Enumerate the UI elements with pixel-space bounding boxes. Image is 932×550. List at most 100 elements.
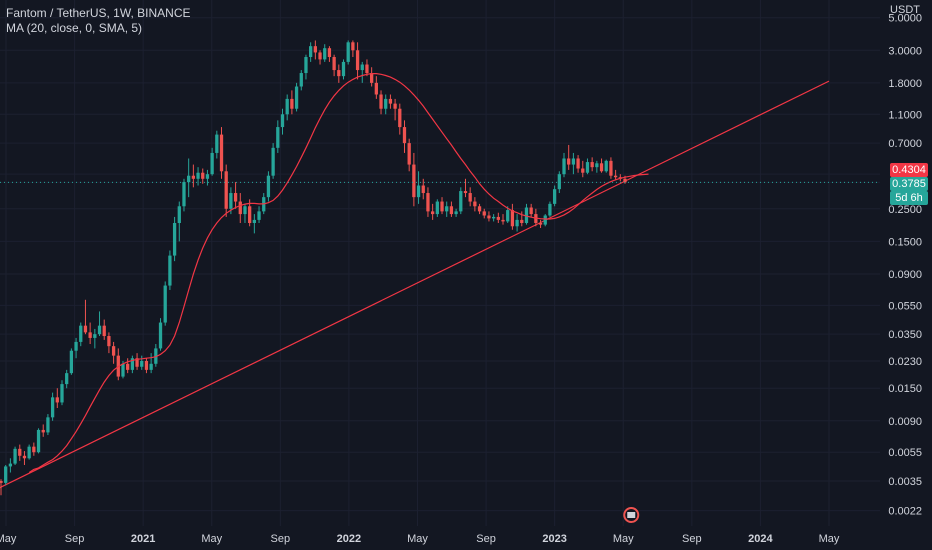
- candle-body: [238, 201, 242, 215]
- candle-body: [468, 193, 472, 202]
- legend-indicator[interactable]: MA (20, close, 0, SMA, 5): [6, 21, 143, 35]
- time-axis-label: May: [407, 533, 428, 545]
- candle-body: [473, 201, 477, 207]
- candle-body: [323, 48, 327, 60]
- candle-body: [332, 57, 336, 71]
- price-axis-label: 0.0900: [888, 269, 922, 281]
- candle-body: [463, 191, 468, 194]
- candle-body: [604, 160, 608, 172]
- time-axis-label: Sep: [65, 533, 85, 545]
- candle-body: [491, 216, 496, 219]
- candle-body: [567, 158, 571, 165]
- candle-body: [280, 114, 285, 128]
- candle-body: [257, 211, 261, 220]
- bar-countdown-tag: 5d 6h: [890, 191, 928, 206]
- candle-body: [543, 215, 547, 225]
- price-axis-unit[interactable]: USDT: [890, 4, 920, 16]
- candle-body: [576, 158, 580, 169]
- candle-body: [8, 463, 13, 467]
- candle-body: [65, 373, 69, 385]
- price-axis-label: 0.7000: [888, 138, 922, 150]
- price-axis-label: 1.1000: [888, 109, 922, 121]
- candle-body: [36, 429, 41, 453]
- candle-body: [266, 175, 271, 198]
- candle-body: [388, 98, 393, 104]
- candle-body: [496, 216, 500, 220]
- candle-body: [304, 57, 308, 74]
- time-axis-label: May: [819, 533, 840, 545]
- candle-body: [407, 143, 411, 165]
- candle-body: [22, 455, 27, 459]
- candle-body: [50, 397, 55, 418]
- candle-body: [426, 193, 430, 212]
- price-axis-label: 0.0022: [888, 506, 922, 518]
- price-axis-label: 3.0000: [888, 45, 922, 57]
- candle-body: [351, 42, 355, 51]
- candle-body: [111, 346, 116, 356]
- candle-body: [482, 211, 486, 216]
- candle-body: [477, 206, 482, 212]
- candle-body: [102, 325, 106, 337]
- candle-body: [248, 206, 252, 224]
- candle-body: [355, 50, 360, 71]
- candle-body: [412, 164, 416, 198]
- chart-legend: Fantom / TetherUS, 1W, BINANCE MA (20, c…: [6, 6, 191, 36]
- time-axis-label: Sep: [682, 533, 702, 545]
- candle-body: [27, 446, 31, 459]
- legend-symbol[interactable]: Fantom / TetherUS, 1W, BINANCE: [6, 6, 191, 20]
- candle-body: [93, 334, 97, 338]
- candle-body: [384, 98, 388, 109]
- price-axis-label: 1.8000: [888, 78, 922, 90]
- candle-body: [538, 223, 543, 225]
- candle-body: [402, 127, 407, 144]
- candle-body: [613, 175, 618, 178]
- time-axis-label: May: [0, 533, 17, 545]
- candle-body: [201, 172, 205, 179]
- candle-body: [121, 363, 125, 377]
- candle-body: [219, 134, 224, 172]
- candle-body: [571, 158, 576, 165]
- candle-body: [46, 417, 50, 433]
- price-axis-label: 5.0000: [888, 13, 922, 25]
- last-price-tag: 0.3785: [890, 177, 928, 192]
- candle-body: [130, 358, 135, 370]
- candle-body: [313, 46, 317, 53]
- candle-body: [74, 341, 78, 351]
- candle-body: [552, 189, 557, 204]
- candle-body: [271, 147, 275, 176]
- candle-body: [581, 168, 585, 173]
- event-flag-icon-inner: [627, 512, 636, 518]
- candle-body: [126, 363, 130, 370]
- candle-body: [32, 446, 36, 453]
- price-axis-label: 0.0090: [888, 416, 922, 428]
- candle-body: [374, 82, 378, 95]
- candle-body: [55, 397, 59, 403]
- ma-line: [28, 72, 649, 473]
- candle-body: [506, 210, 510, 222]
- candle-body: [557, 174, 561, 190]
- candle-body: [487, 215, 491, 219]
- candle-body: [595, 163, 599, 168]
- candle-body: [365, 64, 369, 74]
- price-axis-label: 0.0035: [888, 476, 922, 488]
- candle-body: [107, 336, 111, 347]
- time-axis-label: May: [201, 533, 222, 545]
- candle-body: [548, 203, 552, 216]
- candle-body: [294, 86, 299, 109]
- candle-body: [229, 193, 233, 209]
- trendline: [0, 80, 830, 489]
- candle-body: [233, 193, 238, 202]
- candle-body: [398, 108, 402, 128]
- candle-body: [205, 174, 210, 179]
- candle-body: [210, 152, 214, 175]
- time-axis-label: Sep: [271, 533, 291, 545]
- candle-body: [445, 206, 449, 212]
- candle-body: [459, 191, 463, 212]
- candle-body: [379, 94, 383, 109]
- candle-body: [224, 171, 228, 209]
- ma-price-tag: 0.4304: [890, 163, 928, 178]
- candle-body: [13, 448, 17, 464]
- candle-body: [590, 162, 594, 168]
